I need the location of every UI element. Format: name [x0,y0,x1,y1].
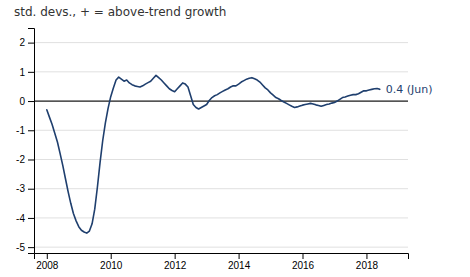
y-tick-label: 1 [19,67,25,78]
x-tick-label: 2012 [164,260,187,271]
x-tick-label: 2010 [100,260,123,271]
x-tick-label: 2016 [292,260,315,271]
y-axis: -5 -4 -3 -2 -1 0 1 2 [16,29,34,254]
grid [34,43,408,248]
x-tick-mark [175,253,176,259]
x-tick-mark [239,253,240,259]
y-tick: -3 [16,183,34,194]
y-tick: 1 [19,67,34,78]
y-tick: 2 [19,37,34,48]
x-tick: 2016 [292,253,315,271]
x-tick: 2014 [228,253,251,271]
line [47,75,380,233]
y-tick-label: -2 [16,154,25,165]
x-tick-label: 2014 [228,260,251,271]
y-tick-label: -3 [16,183,25,194]
y-tick: -2 [16,154,34,165]
y-tick-mark [28,218,34,219]
x-tick-mark [47,253,48,259]
y-tick-mark [28,72,34,73]
grid-line [34,188,408,189]
y-tick-label: 2 [19,37,25,48]
grid-line [34,42,408,43]
plot-area: 2008 2010 2012 2014 2016 2018 -5 -4 -3 -2 -1 0 1 2 0.4… [16,29,432,272]
y-tick-label: 0 [19,96,25,107]
y-tick-mark [28,43,34,44]
y-tick-mark [28,130,34,131]
x-tick-mark [303,253,304,259]
y-tick-label: -4 [16,213,25,224]
y-tick-mark [28,101,34,102]
y-tick: -5 [16,242,34,253]
y-tick-label: -1 [16,125,25,136]
y-tick-mark [28,247,34,248]
x-tick: 2012 [164,253,187,271]
grid-line [34,159,408,160]
y-axis-line [28,29,35,254]
y-tick-label: -5 [16,242,25,253]
x-tick: 2010 [100,253,123,271]
y-tick-mark [28,189,34,190]
marks [47,75,380,233]
y-tick: -4 [16,213,34,224]
x-tick-mark [366,253,367,259]
grid-line [34,71,408,72]
grid-line [34,101,408,102]
grid-line [34,247,408,248]
chart-svg: 2008 2010 2012 2014 2016 2018 -5 -4 -3 -2 -1 0 1 2 0.4… [0,0,470,277]
x-axis: 2008 2010 2012 2014 2016 2018 [35,253,409,271]
zero-line [34,100,408,101]
x-tick: 2008 [36,253,59,271]
grid-line [34,130,408,131]
y-tick-mark [28,159,34,160]
y-tick: 0 [19,96,34,107]
title: std. devs., + = above-trend growth [14,5,226,19]
y-tick: -1 [16,125,34,136]
x-tick-mark [111,253,112,259]
x-tick-label: 2008 [36,260,59,271]
x-tick: 2018 [356,253,379,271]
x-axis-line [35,254,409,260]
annotation: 0.4 (Jun) [386,83,433,96]
x-tick-label: 2018 [356,260,379,271]
grid-line [34,217,408,218]
